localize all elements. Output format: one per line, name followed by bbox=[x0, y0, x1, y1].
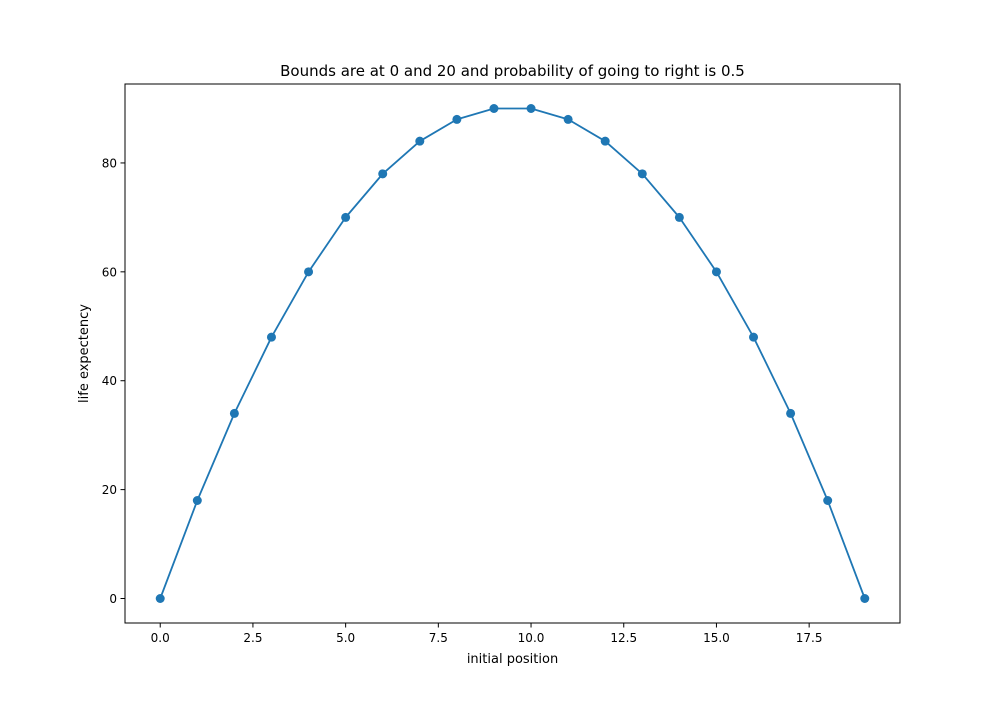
y-tick-label: 80 bbox=[102, 156, 117, 170]
data-point bbox=[378, 169, 388, 179]
plot-area: 0.0 2.5 5.0 7.5 10.0 12.5 15.0 17.5 0 20 40 60 80 bbox=[102, 83, 901, 645]
data-point bbox=[674, 212, 684, 222]
data-point bbox=[711, 267, 721, 277]
data-point bbox=[304, 267, 314, 277]
data-point bbox=[526, 104, 536, 113]
y-axis-label: life expectency bbox=[77, 304, 92, 403]
data-point bbox=[229, 408, 239, 418]
x-tick-label: 7.5 bbox=[429, 631, 448, 645]
data-point bbox=[600, 136, 610, 146]
data-point bbox=[192, 496, 202, 505]
x-tick-label: 12.5 bbox=[610, 631, 637, 645]
x-tick-label: 0.0 bbox=[151, 631, 170, 645]
data-point bbox=[786, 408, 796, 418]
data-point bbox=[860, 594, 870, 603]
x-tick-label: 5.0 bbox=[336, 631, 355, 645]
data-point bbox=[452, 114, 462, 124]
x-tick-label: 2.5 bbox=[243, 631, 262, 645]
y-tick-label: 40 bbox=[102, 374, 117, 388]
data-point bbox=[266, 332, 276, 342]
y-tick-label: 20 bbox=[102, 483, 117, 497]
data-point bbox=[823, 496, 833, 505]
data-point bbox=[489, 104, 499, 113]
data-point bbox=[155, 594, 165, 603]
data-point bbox=[563, 114, 573, 124]
x-tick-label: 15.0 bbox=[703, 631, 730, 645]
axes-frame bbox=[124, 83, 901, 624]
y-tick-label: 0 bbox=[109, 592, 117, 606]
data-point bbox=[341, 212, 351, 222]
series-line bbox=[159, 107, 866, 599]
x-tick-label: 17.5 bbox=[796, 631, 823, 645]
data-point bbox=[637, 169, 647, 179]
chart-title: Bounds are at 0 and 20 and probability o… bbox=[280, 62, 745, 80]
x-axis-label: initial position bbox=[467, 652, 558, 667]
data-point bbox=[749, 332, 759, 342]
y-tick-label: 60 bbox=[102, 265, 117, 279]
data-point bbox=[415, 136, 425, 146]
x-tick-label: 10.0 bbox=[518, 631, 545, 645]
